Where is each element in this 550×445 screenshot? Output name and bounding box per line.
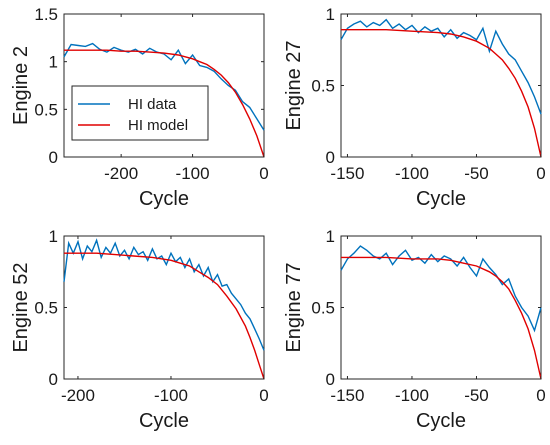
x-tick-label: -200 bbox=[104, 164, 138, 183]
panel-engine-27: Cycle Engine 27 -150 -100 -50 0 0 0.5 1 bbox=[283, 5, 546, 210]
x-tick-label: -100 bbox=[395, 164, 429, 183]
plot-frame bbox=[63, 13, 265, 158]
y-tick-label: 0.5 bbox=[311, 77, 335, 96]
plot-frame bbox=[63, 235, 265, 380]
series-hi-model-line bbox=[64, 252, 265, 380]
x-tick-label: -50 bbox=[464, 386, 489, 405]
x-tick-label: 0 bbox=[259, 386, 268, 405]
x-tick-label: -50 bbox=[464, 164, 489, 183]
series-hi-model-line bbox=[64, 49, 265, 158]
y-tick-label: 0 bbox=[326, 148, 335, 167]
legend-box bbox=[71, 85, 209, 141]
panel-engine-52: Cycle Engine 52 -200 -100 0 0 0.5 1 bbox=[10, 227, 269, 432]
x-tick-label: 0 bbox=[536, 386, 545, 405]
panel-engine-77: Cycle Engine 77 -150 -100 -50 0 0 0.5 1 bbox=[283, 227, 546, 432]
panel-engine-2: Cycle Engine 2 HI data HI model -200 -100… bbox=[10, 5, 269, 210]
x-axis-title: Cycle bbox=[139, 188, 189, 210]
x-tick-label: -150 bbox=[330, 164, 364, 183]
series-hi-model-line bbox=[341, 256, 542, 380]
series-hi-data-line bbox=[340, 18, 542, 115]
x-tick-label: 0 bbox=[536, 164, 545, 183]
plot-content bbox=[63, 42, 265, 158]
x-tick-label: 0 bbox=[259, 164, 268, 183]
x-axis-title: Cycle bbox=[416, 188, 466, 210]
plot-content bbox=[340, 245, 542, 380]
y-axis-title: Engine 27 bbox=[283, 40, 305, 130]
y-tick-label: 0 bbox=[49, 148, 58, 167]
y-tick-label: 1 bbox=[326, 227, 335, 246]
x-tick-label: -100 bbox=[154, 386, 188, 405]
x-tick-label: -200 bbox=[61, 386, 95, 405]
y-tick-label: 1.5 bbox=[34, 5, 58, 24]
legend-label-hi-model: HI model bbox=[128, 117, 188, 134]
x-tick-label: -100 bbox=[395, 386, 429, 405]
plot-content bbox=[63, 238, 265, 380]
y-tick-label: 0 bbox=[326, 370, 335, 389]
x-tick-label: -150 bbox=[330, 386, 364, 405]
y-axis-title: Engine 77 bbox=[283, 262, 305, 352]
series-hi-data-line bbox=[63, 42, 265, 131]
x-tick-label: -100 bbox=[176, 164, 210, 183]
series-hi-data-line bbox=[63, 238, 265, 351]
series-hi-model-line bbox=[341, 29, 542, 158]
y-tick-label: 0.5 bbox=[34, 299, 58, 318]
y-axis-title: Engine 52 bbox=[10, 262, 32, 352]
legend: HI data HI model bbox=[71, 85, 209, 141]
x-axis-title: Cycle bbox=[416, 410, 466, 432]
y-axis-title: Engine 2 bbox=[10, 46, 32, 125]
y-tick-label: 1 bbox=[326, 5, 335, 24]
y-tick-label: 0 bbox=[49, 370, 58, 389]
x-axis-title: Cycle bbox=[139, 410, 189, 432]
y-tick-label: 0.5 bbox=[34, 100, 58, 119]
y-tick-label: 1 bbox=[49, 53, 58, 72]
plot-frame bbox=[340, 13, 542, 158]
y-tick-label: 1 bbox=[49, 227, 58, 246]
plot-content bbox=[340, 18, 542, 158]
y-tick-label: 0.5 bbox=[311, 299, 335, 318]
legend-label-hi-data: HI data bbox=[128, 96, 177, 113]
